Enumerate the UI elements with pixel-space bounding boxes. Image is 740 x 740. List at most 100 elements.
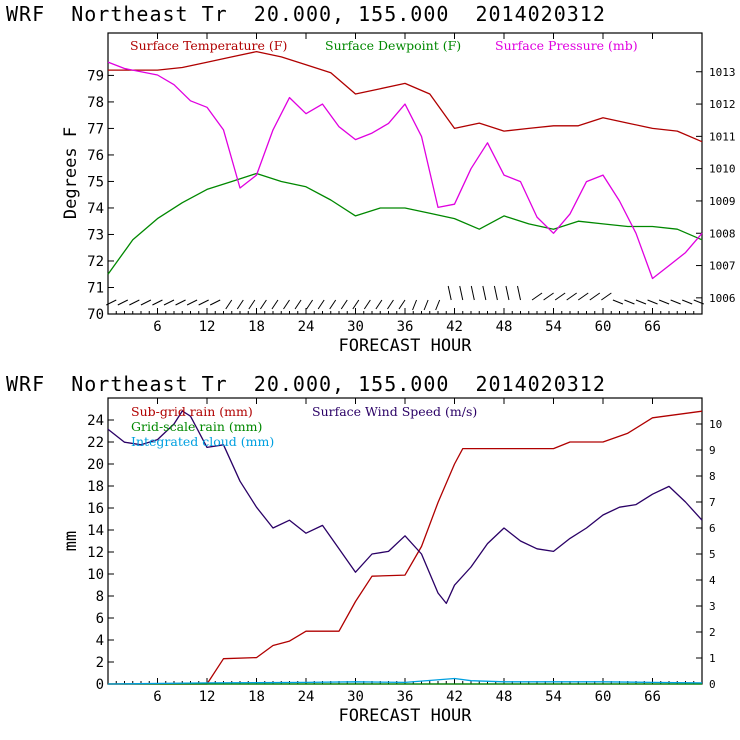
- y-tick-label: 6: [96, 611, 104, 627]
- y-axis-label: Degrees F: [61, 127, 81, 219]
- wind-barb: [117, 299, 129, 306]
- wind-barb: [601, 292, 612, 301]
- wind-barb: [682, 299, 693, 305]
- wind-barb: [140, 299, 152, 306]
- y-tick-label: 79: [87, 68, 104, 84]
- series-line-surface-pressure-mb: [107, 61, 703, 280]
- y2-tick-label: 6: [709, 522, 716, 535]
- y2-tick-label: 1009: [709, 195, 736, 208]
- y2-tick-label: 10: [709, 418, 722, 431]
- x-tick-label: 48: [496, 319, 513, 335]
- y2-tick-label: 1010: [709, 163, 736, 176]
- x-tick-label: 48: [496, 689, 513, 705]
- x-tick-label: 18: [248, 689, 265, 705]
- y-tick-label: 4: [96, 633, 104, 649]
- y2-tick-label: 3: [709, 600, 716, 613]
- x-tick-label: 24: [298, 319, 315, 335]
- y-tick-label: 22: [87, 435, 104, 451]
- wind-barb: [423, 299, 429, 311]
- x-tick-label: 54: [545, 319, 562, 335]
- wind-barb: [398, 299, 406, 310]
- wind-barb: [375, 299, 383, 310]
- wind-barb: [459, 285, 464, 301]
- y2-tick-label: 1012: [709, 98, 736, 111]
- y2-tick-label: 1007: [709, 260, 736, 273]
- series-line-surface-wind-speed-m-s: [107, 410, 703, 605]
- wind-barb: [198, 299, 209, 306]
- wind-barb: [517, 285, 521, 301]
- y-tick-label: 24: [87, 413, 104, 429]
- wind-barb: [259, 299, 267, 310]
- y2-tick-label: 4: [709, 574, 716, 587]
- y-tick-label: 2: [96, 655, 104, 671]
- x-tick-label: 24: [298, 689, 315, 705]
- y-tick-label: 0: [96, 677, 104, 693]
- wind-barb: [329, 299, 337, 310]
- y-tick-label: 20: [87, 457, 104, 473]
- y-tick-label: 12: [87, 545, 104, 561]
- x-tick-label: 60: [595, 319, 612, 335]
- wind-barb: [363, 299, 371, 310]
- wind-barb: [186, 299, 198, 306]
- wind-barb: [317, 299, 325, 310]
- y2-tick-label: 8: [709, 470, 716, 483]
- x-tick-label: 42: [446, 689, 463, 705]
- y-tick-label: 71: [87, 280, 104, 296]
- x-tick-label: 12: [199, 689, 216, 705]
- plot-frame: [107, 32, 703, 315]
- rain-wind-chart: 6 12 18 24 30 36 42 48 54 60 660246810121416182022…: [61, 397, 722, 726]
- wind-barb: [566, 292, 577, 301]
- wind-barb: [306, 299, 314, 310]
- wind-barb: [294, 299, 302, 310]
- wind-barb: [589, 292, 601, 301]
- wind-barb: [493, 285, 498, 301]
- wind-barb: [531, 292, 543, 301]
- x-axis-label: FORECAST HOUR: [338, 336, 472, 356]
- x-tick-label: 36: [397, 319, 414, 335]
- y-tick-label: 72: [87, 254, 104, 270]
- x-tick-label: 60: [595, 689, 612, 705]
- wind-barb: [470, 285, 475, 301]
- wind-barb: [175, 299, 186, 306]
- y-tick-label: 10: [87, 567, 104, 583]
- x-tick-label: 30: [347, 689, 364, 705]
- x-tick-label: 66: [644, 689, 661, 705]
- wind-barb: [152, 299, 163, 306]
- y-tick-label: 18: [87, 479, 104, 495]
- wind-barb: [352, 299, 360, 310]
- wind-barb: [543, 292, 554, 301]
- x-tick-label: 54: [545, 689, 562, 705]
- series-line-integrated-cloud-mm: [107, 677, 703, 685]
- wind-barb: [209, 299, 221, 306]
- x-tick-label: 6: [153, 319, 161, 335]
- y-axis-label: mm: [61, 531, 81, 551]
- wind-barb: [412, 299, 418, 311]
- wind-barb: [658, 299, 670, 305]
- wind-barb: [647, 299, 658, 305]
- x-tick-label: 36: [397, 689, 414, 705]
- x-tick-label: 66: [644, 319, 661, 335]
- wind-barb: [482, 285, 487, 301]
- y2-tick-label: 9: [709, 444, 716, 457]
- y-tick-label: 78: [87, 95, 104, 111]
- wind-barb: [635, 299, 647, 305]
- y2-tick-label: 2: [709, 626, 716, 639]
- x-tick-label: 6: [153, 689, 161, 705]
- wind-barb: [693, 299, 704, 305]
- wind-barb: [271, 299, 279, 310]
- bottom-chart-title: WRF Northeast Tr 20.000, 155.000 2014020…: [6, 372, 606, 396]
- legend-entry: Surface Temperature (F): [130, 38, 287, 53]
- wind-barb: [236, 299, 244, 310]
- x-tick-label: 18: [248, 319, 265, 335]
- y-tick-label: 16: [87, 501, 104, 517]
- y2-tick-label: 1013: [709, 66, 736, 79]
- y-tick-label: 76: [87, 148, 104, 164]
- wind-barb: [624, 299, 635, 305]
- y-tick-label: 75: [87, 174, 104, 190]
- wind-barb: [387, 299, 394, 310]
- y2-tick-label: 7: [709, 496, 716, 509]
- top-chart-title: WRF Northeast Tr 20.000, 155.000 2014020…: [6, 2, 606, 26]
- y2-tick-label: 0: [709, 678, 716, 691]
- wind-barb: [225, 299, 233, 310]
